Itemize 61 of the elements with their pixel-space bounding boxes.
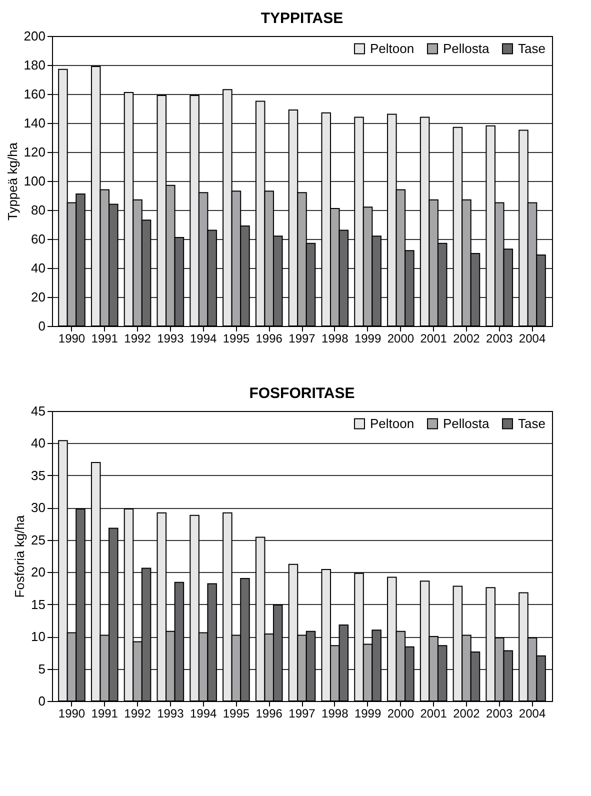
y-tick-label: 35 [31,468,46,483]
x-tick-label: 1999 [354,332,382,346]
y-tick-label: 100 [24,174,46,188]
x-tick-label: 1990 [58,332,86,346]
y-tick-label: 60 [31,232,46,246]
x-tick-label: 1999 [354,706,382,720]
y-tick-label: 40 [31,260,46,276]
x-tick-label: 1997 [288,332,316,346]
y-tick-label: 200 [24,28,46,44]
x-tick-label: 1997 [288,706,316,720]
x-tick-label: 2002 [453,332,480,346]
legend-label: Pellosta [443,40,490,56]
y-tick-label: 30 [31,500,46,516]
x-tick-label: 1998 [322,706,349,720]
y-tick-label: 80 [31,202,46,218]
x-tick-label: 1996 [256,332,283,346]
y-tick-label: 15 [31,596,46,612]
x-tick-label: 1995 [222,332,250,346]
y-axis-title: Fosforia kg/ha [12,514,28,598]
y-tick-label: 120 [24,144,46,160]
y-tick-label: 140 [24,116,46,130]
y-tick-label: 40 [31,436,46,451]
x-tick-label: 1993 [157,706,184,720]
x-tick-label: 2004 [518,332,546,346]
x-tick-label: 2001 [420,332,448,346]
x-tick-label: 1994 [190,706,217,720]
y-tick-label: 5 [38,661,46,676]
x-tick-label: 1998 [322,332,349,346]
x-tick-label: 1992 [124,332,152,346]
x-tick-label: 1992 [124,706,152,720]
x-tick-label: 2002 [453,706,480,720]
x-tick-label: 2003 [486,706,514,720]
y-tick-label: 20 [31,564,46,580]
legend-label: Tase [518,40,546,56]
chart-title: FOSFORITASE [249,385,355,402]
x-tick-label: 1996 [256,706,283,720]
y-tick-label: 180 [24,58,46,72]
legend-label: Tase [518,416,546,431]
x-tick-label: 2004 [518,706,546,720]
x-tick-label: 2000 [387,332,414,346]
y-tick-label: 160 [24,86,46,102]
y-tick-label: 10 [31,629,46,644]
y-axis-title: Typpeä kg/ha [4,142,20,221]
chart-title: TYPPITASE [260,10,344,27]
x-tick-label: 2003 [486,332,514,346]
x-tick-label: 1990 [58,706,86,720]
y-tick-label: 45 [31,404,46,418]
x-tick-label: 1991 [91,706,118,720]
x-tick-label: 1993 [157,332,184,346]
x-tick-label: 2001 [420,706,448,720]
y-tick-label: 0 [38,318,46,334]
x-tick-label: 1994 [190,332,217,346]
y-tick-label: 0 [38,694,46,708]
legend-label: Peltoon [370,416,414,431]
legend-label: Pellosta [443,416,490,431]
x-tick-label: 1991 [91,332,118,346]
x-tick-label: 2000 [387,706,414,720]
x-tick-label: 1995 [222,706,250,720]
y-tick-label: 25 [31,532,46,548]
y-tick-label: 20 [31,290,46,304]
legend-label: Peltoon [370,40,414,56]
